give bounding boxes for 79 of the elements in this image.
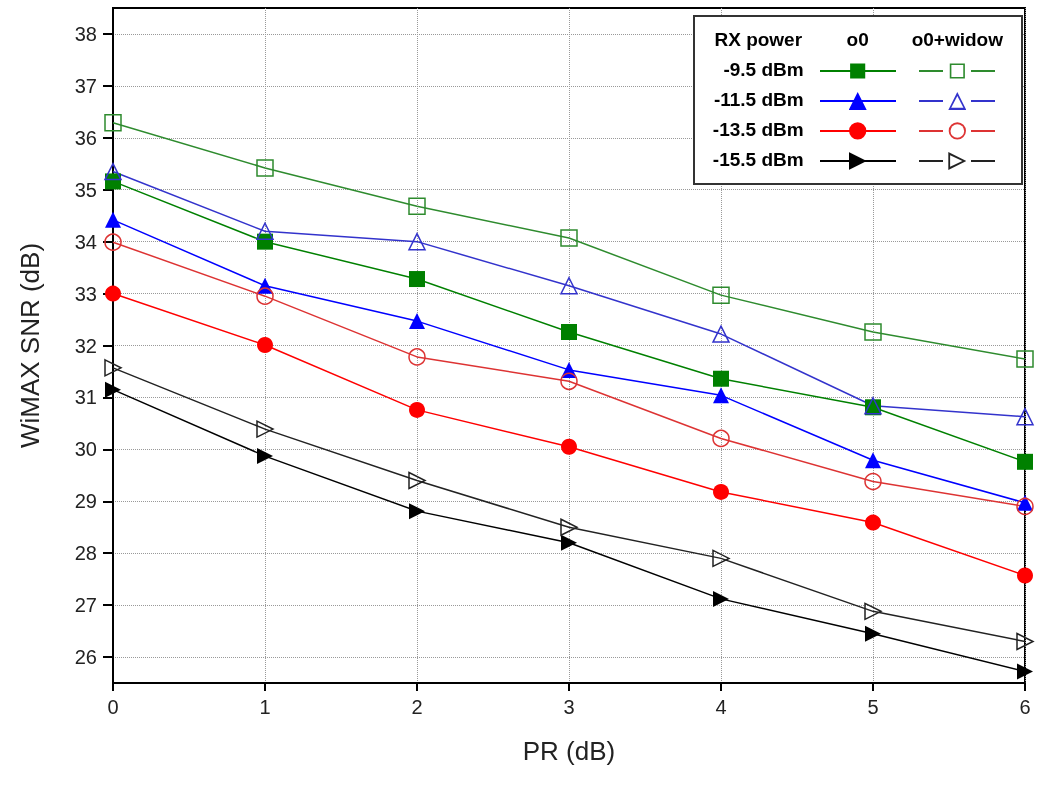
legend-label: -13.5 dBm [711,118,805,142]
x-tick-label: 5 [867,696,879,718]
point [257,336,273,353]
legend-label: -11.5 dBm [712,88,805,112]
y-tick-label: 29 [74,490,97,513]
point [560,277,578,295]
y-tick-label: 28 [74,542,97,565]
point [256,159,274,177]
point [713,387,729,404]
y-tick-label: 33 [74,282,97,305]
x-tick-label: 2 [411,696,423,718]
point [712,429,730,448]
point [408,197,426,216]
point [712,325,730,343]
annotation: o0+widow [910,28,1004,52]
point [257,448,273,465]
x-tick-label: 4 [715,696,727,718]
point [1017,494,1033,511]
point [105,285,121,302]
point [105,211,121,228]
point [256,420,274,438]
point [1017,567,1033,584]
y-tick-label: 30 [74,438,97,461]
point [864,602,882,621]
point [409,503,425,520]
annotation: o0 [845,28,870,52]
point [865,452,881,469]
point [865,625,881,642]
point [713,590,729,607]
x-tick-label: 3 [563,696,575,718]
legend-label: -15.5 dBm [711,148,805,172]
y-tick-label: 36 [74,126,97,149]
point [104,114,122,132]
point [864,323,882,341]
x-tick-label: 0 [107,696,119,718]
y-tick-label: 32 [74,334,97,357]
point [561,534,577,551]
point [560,518,578,536]
point [409,401,425,418]
point [712,549,730,568]
y-tick-label: 27 [74,594,97,617]
legend-title: RX power [713,28,804,52]
y-tick-label: 35 [74,178,97,201]
point [256,287,274,305]
point [408,232,426,251]
y-axis-title: WiMAX SNR (dB) [15,242,45,449]
point [104,233,122,251]
y-tick-label: 37 [74,74,97,97]
point [865,514,881,531]
point [409,313,425,330]
point [561,438,577,455]
point [1016,407,1034,426]
point [256,222,274,241]
y-tick-label: 38 [74,22,97,45]
point [713,370,729,387]
x-tick-label: 1 [259,696,271,718]
point [408,471,426,490]
y-tick-label: 26 [74,646,97,669]
y-tick-label: 31 [74,386,97,409]
point [408,348,426,366]
point [1017,453,1033,470]
point [864,472,882,491]
point [1016,350,1034,368]
point [713,483,729,500]
legend-label: -9.5 dBm [722,58,805,82]
y-tick-label: 34 [74,230,97,253]
point [1016,632,1034,651]
point [560,229,578,247]
point [560,372,578,391]
point [712,286,730,304]
x-axis-title: PR (dB) [522,736,616,766]
point [1016,497,1034,516]
point [1017,663,1033,680]
point [409,271,425,288]
point [105,381,121,398]
point [561,324,577,340]
point [104,359,122,377]
point [104,162,122,181]
x-tick-label: 6 [1019,696,1031,718]
